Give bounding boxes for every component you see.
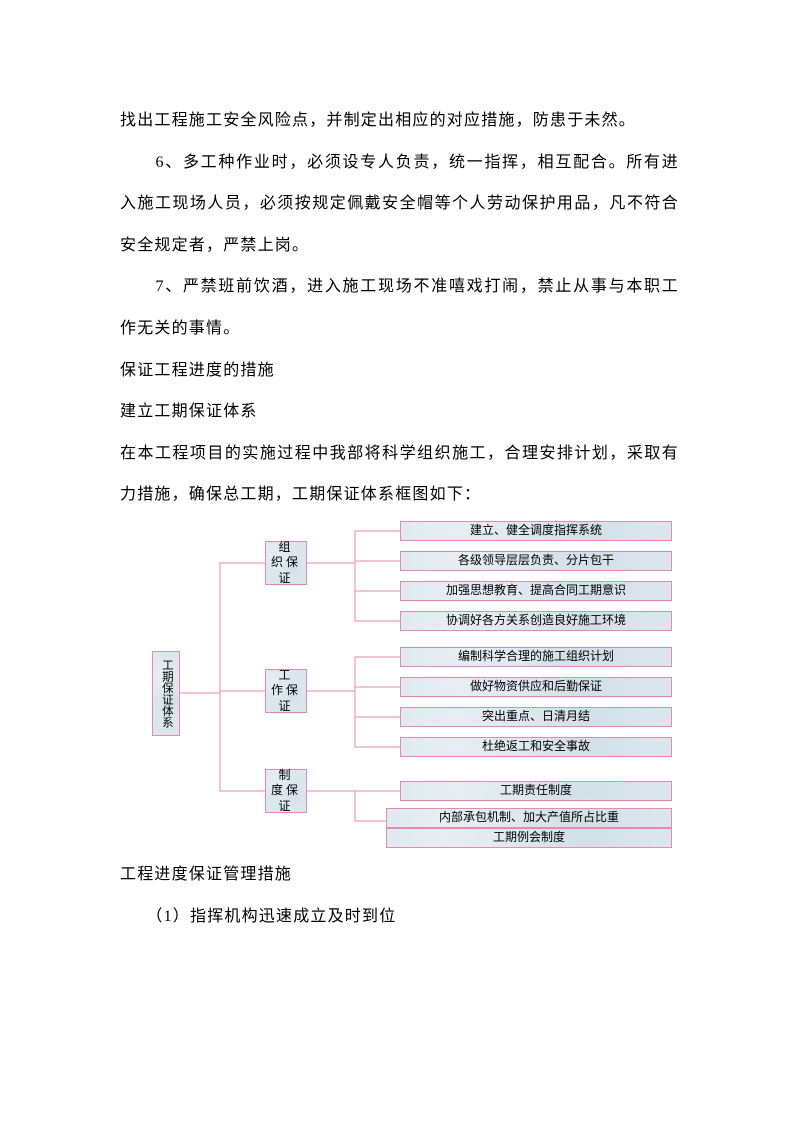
leaf-node: 建立、健全调度指挥系统 bbox=[400, 521, 672, 541]
paragraph-2: 6、多工种作业时，必须设专人负责，统一指挥，相互配合。所有进入施工现场人员，必须… bbox=[120, 142, 679, 267]
paragraph-8: （1）指挥机构迅速成立及时到位 bbox=[120, 896, 679, 938]
leaf-node: 做好物资供应和后勤保证 bbox=[400, 677, 672, 697]
leaf-node: 加强思想教育、提高合同工期意识 bbox=[400, 581, 672, 601]
paragraph-6: 在本工程项目的实施过程中我部将科学组织施工，合理安排计划，采取有力措施，确保总工… bbox=[120, 433, 679, 516]
paragraph-3: 7、严禁班前饮酒，进入施工现场不准嘻戏打闹，禁止从事与本职工作无关的事情。 bbox=[120, 266, 679, 349]
leaf-node: 各级领导层层负责、分片包干 bbox=[400, 551, 672, 571]
paragraph-7: 工程进度保证管理措施 bbox=[120, 854, 679, 896]
mid-node-system: 制 度保 证 bbox=[265, 769, 307, 813]
leaf-node: 内部承包机制、加大产值所占比重 bbox=[386, 808, 672, 828]
paragraph-4: 保证工程进度的措施 bbox=[120, 350, 679, 392]
paragraph-1: 找出工程施工安全风险点，并制定出相应的对应措施，防患于未然。 bbox=[120, 100, 679, 142]
mid-node-org: 组 织保 证 bbox=[265, 541, 307, 585]
leaf-node: 杜绝返工和安全事故 bbox=[400, 737, 672, 757]
mid-node-work: 工 作保 证 bbox=[265, 669, 307, 713]
root-node: 工期保证体系 bbox=[152, 651, 180, 736]
leaf-node: 突出重点、日清月结 bbox=[400, 707, 672, 727]
paragraph-5: 建立工期保证体系 bbox=[120, 391, 679, 433]
leaf-node: 工期例会制度 bbox=[386, 828, 672, 848]
leaf-node: 工期责任制度 bbox=[400, 781, 672, 801]
schedule-guarantee-diagram: 工期保证体系 组 织保 证 工 作保 证 制 度保 证 建立、健全调度指挥系统 … bbox=[120, 521, 675, 846]
leaf-node: 编制科学合理的施工组织计划 bbox=[400, 647, 672, 667]
leaf-node: 协调好各方关系创造良好施工环境 bbox=[400, 611, 672, 631]
